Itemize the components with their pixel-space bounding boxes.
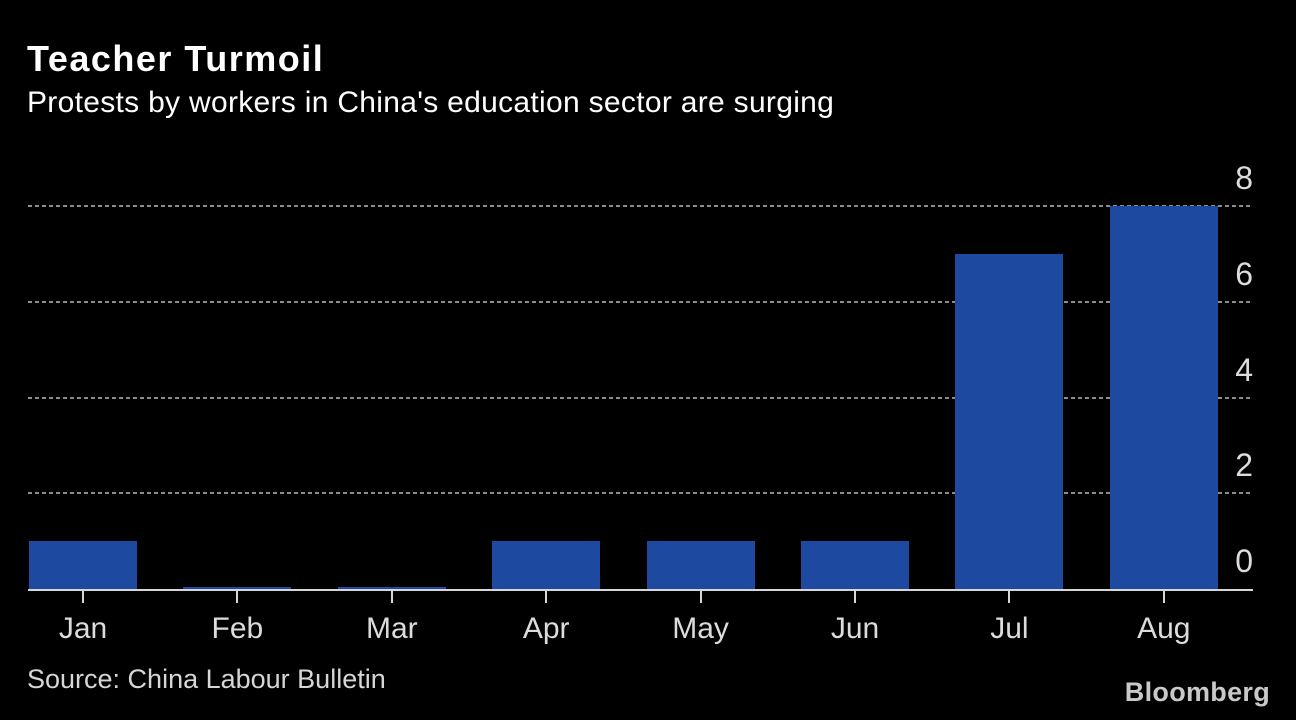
x-tick-jan [82, 590, 84, 603]
bar-jan [29, 541, 137, 589]
x-tick-may [699, 590, 702, 603]
gridline-6 [28, 300, 1253, 303]
y-axis-label-8: 8 [1235, 160, 1253, 196]
chart-subtitle: Protests by workers in China's education… [27, 86, 835, 119]
y-axis-label-6: 6 [1235, 255, 1253, 292]
x-tick-jul [1008, 590, 1011, 603]
x-tick-apr [545, 590, 548, 603]
bar-feb [183, 586, 292, 589]
x-axis-label-aug: Aug [1137, 612, 1191, 645]
x-tick-feb [236, 590, 239, 603]
y-axis-label-4: 4 [1235, 351, 1253, 388]
x-axis-label-jan: Jan [58, 612, 108, 645]
x-tick-aug [1162, 590, 1165, 603]
gridline-4 [28, 396, 1253, 399]
x-axis-label-apr: Apr [522, 612, 570, 645]
x-axis-label-mar: Mar [365, 612, 418, 645]
x-axis-label-jul: Jul [990, 612, 1029, 645]
x-axis-baseline [28, 588, 1253, 591]
x-axis-label-feb: Feb [211, 612, 264, 645]
bar-jun [801, 541, 909, 589]
x-tick-jun [854, 590, 856, 603]
x-axis-label-jun: Jun [830, 612, 880, 645]
y-axis-label-0: 0 [1235, 543, 1253, 579]
bloomberg-logo: Bloomberg [1124, 677, 1270, 707]
chart-title: Teacher Turmoil [27, 38, 325, 79]
x-tick-mar [390, 590, 393, 603]
gridline-2 [28, 492, 1253, 495]
y-axis-label-2: 2 [1235, 447, 1253, 484]
bar-mar [337, 586, 446, 589]
bar-may [646, 541, 755, 589]
bar-aug [1109, 206, 1218, 589]
x-axis-label-may: May [672, 612, 729, 645]
bar-jul [955, 253, 1064, 589]
bar-apr [492, 541, 601, 589]
source-note: Source: China Labour Bulletin [27, 664, 386, 694]
gridline-8 [28, 205, 1253, 207]
